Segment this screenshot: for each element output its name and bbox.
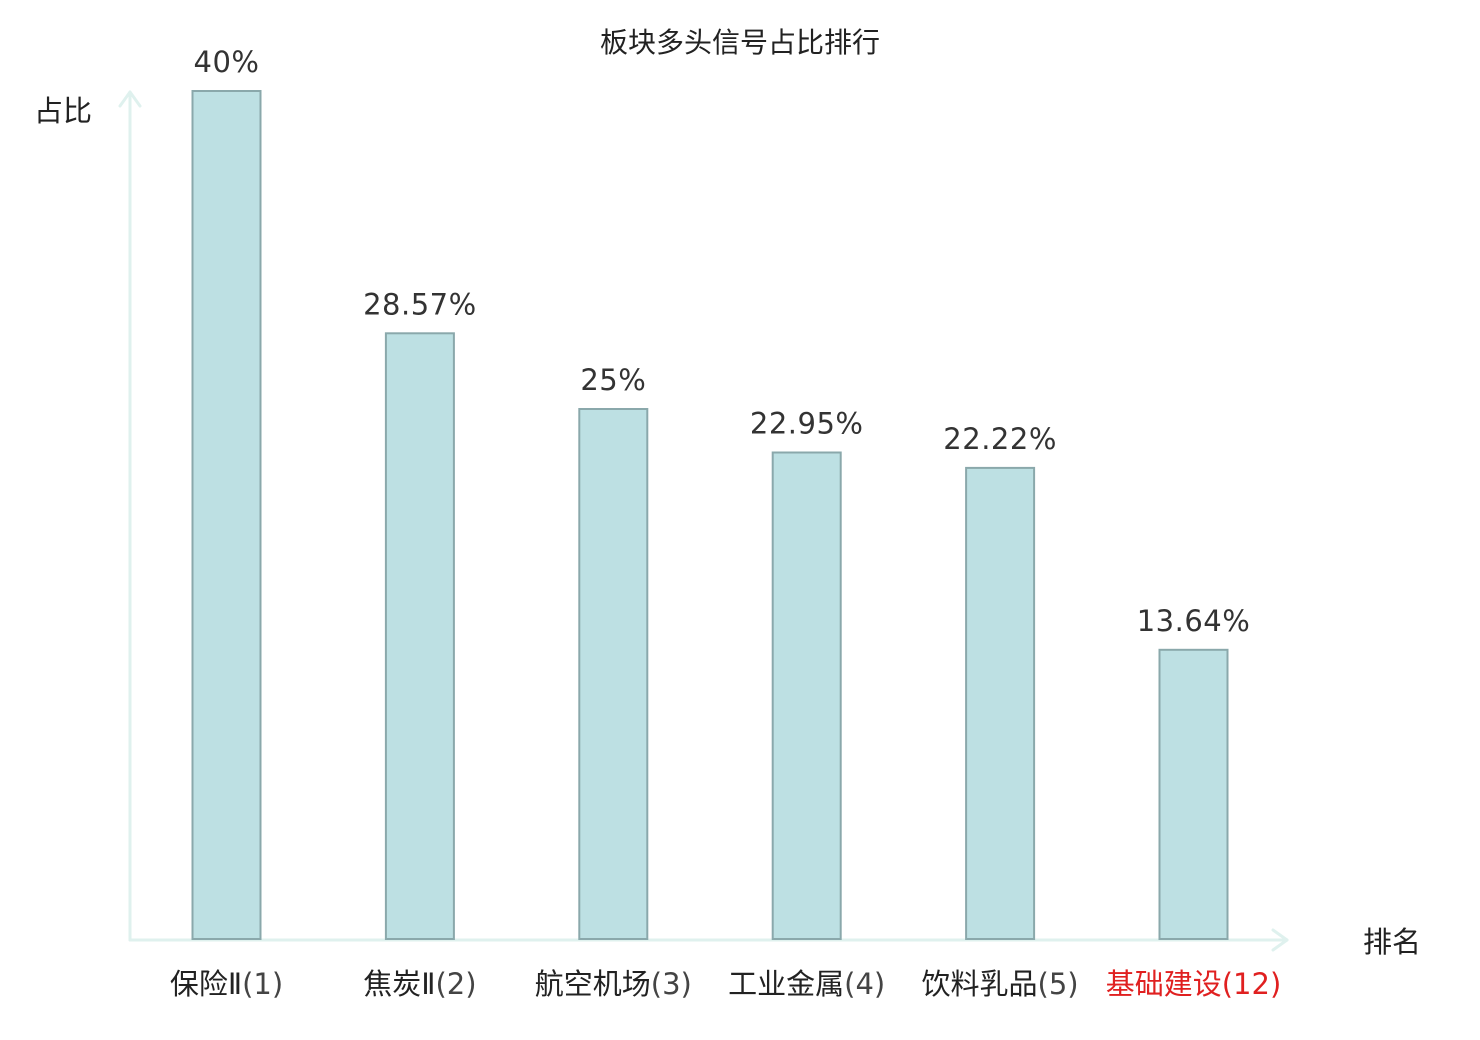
category-name: 基础建设 xyxy=(1106,967,1222,1001)
bar-1 xyxy=(191,90,262,940)
y-axis-label: 占比 xyxy=(34,94,92,128)
category-label-1: 保险Ⅱ(1) xyxy=(170,967,283,1001)
value-label-4: 22.95% xyxy=(750,407,864,441)
bar-5 xyxy=(965,466,1036,940)
value-label-6: 13.64% xyxy=(1137,604,1251,638)
bar-3 xyxy=(578,408,649,940)
category-rank: (3) xyxy=(651,967,692,1001)
category-label-3: 航空机场(3) xyxy=(535,967,692,1001)
value-label-2: 28.57% xyxy=(363,287,477,321)
category-rank: (2) xyxy=(435,967,476,1001)
y-axis-arrow-icon xyxy=(118,90,142,108)
category-label-2: 焦炭Ⅱ(2) xyxy=(363,967,476,1001)
value-label-3: 25% xyxy=(580,363,646,397)
value-label-5: 22.22% xyxy=(943,422,1057,456)
category-label-6: 基础建设(12) xyxy=(1106,967,1282,1001)
category-name: 保险Ⅱ xyxy=(170,967,242,1001)
category-name: 工业金属 xyxy=(728,967,844,1001)
x-axis-arrow-icon xyxy=(1271,928,1289,952)
category-rank: (1) xyxy=(242,967,283,1001)
bar-6 xyxy=(1158,648,1229,940)
category-name: 航空机场 xyxy=(535,967,651,1001)
value-label-1: 40% xyxy=(194,45,260,79)
bar-4 xyxy=(771,451,842,940)
category-rank: (5) xyxy=(1038,967,1079,1001)
category-rank: (4) xyxy=(844,967,885,1001)
chart-title: 板块多头信号占比排行 xyxy=(600,26,880,59)
category-name: 焦炭Ⅱ xyxy=(363,967,435,1001)
category-rank: (12) xyxy=(1222,967,1282,1001)
category-label-4: 工业金属(4) xyxy=(728,967,885,1001)
value-labels: 40% 28.57% 25% 22.95% 22.22% 13.64% xyxy=(194,45,1251,638)
category-name: 饮料乳品 xyxy=(922,967,1038,1001)
category-labels: 保险Ⅱ(1) 焦炭Ⅱ(2) 航空机场(3) 工业金属(4) 饮料乳品(5) 基础建设(12… xyxy=(170,967,1281,1001)
category-label-5: 饮料乳品(5) xyxy=(922,967,1079,1001)
axes xyxy=(118,90,1289,952)
bar-2 xyxy=(384,332,455,940)
x-axis-label: 排名 xyxy=(1363,925,1421,959)
bars xyxy=(191,90,1229,940)
